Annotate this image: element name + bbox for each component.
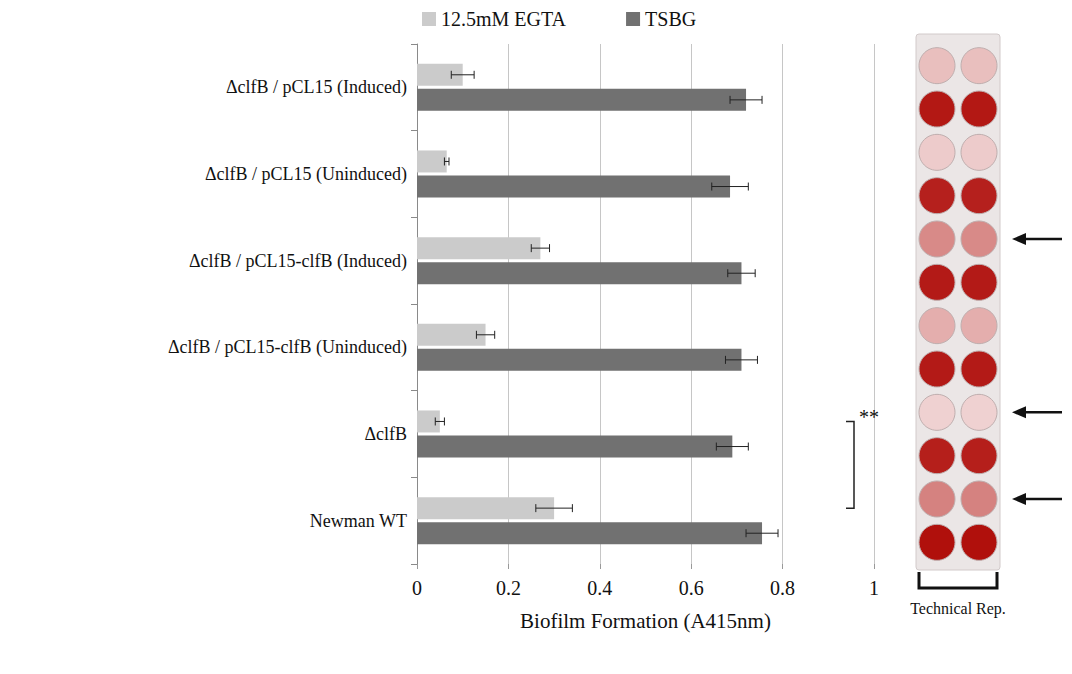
svg-text:Biofilm Formation (A415nm): Biofilm Formation (A415nm) — [520, 609, 771, 633]
svg-text:ΔclfB / pCL15 (Uninduced): ΔclfB / pCL15 (Uninduced) — [205, 164, 407, 185]
svg-text:0.6: 0.6 — [679, 577, 704, 599]
svg-text:1: 1 — [869, 577, 879, 599]
svg-text:0.8: 0.8 — [770, 577, 795, 599]
svg-text:TSBG: TSBG — [645, 8, 696, 30]
svg-text:0.2: 0.2 — [496, 577, 521, 599]
svg-text:ΔclfB / pCL15-clfB (Induced): ΔclfB / pCL15-clfB (Induced) — [189, 251, 407, 272]
svg-text:ΔclfB: ΔclfB — [364, 424, 407, 444]
svg-text:Newman WT: Newman WT — [310, 511, 407, 531]
svg-text:0.4: 0.4 — [587, 577, 612, 599]
svg-text:ΔclfB / pCL15 (Induced): ΔclfB / pCL15 (Induced) — [226, 77, 407, 98]
svg-text:12.5mM EGTA: 12.5mM EGTA — [441, 8, 567, 30]
svg-text:Technical Rep.: Technical Rep. — [910, 600, 1006, 618]
svg-text:**: ** — [859, 406, 879, 428]
svg-text:ΔclfB / pCL15-clfB (Uninduced): ΔclfB / pCL15-clfB (Uninduced) — [168, 337, 407, 358]
svg-text:0: 0 — [412, 577, 422, 599]
